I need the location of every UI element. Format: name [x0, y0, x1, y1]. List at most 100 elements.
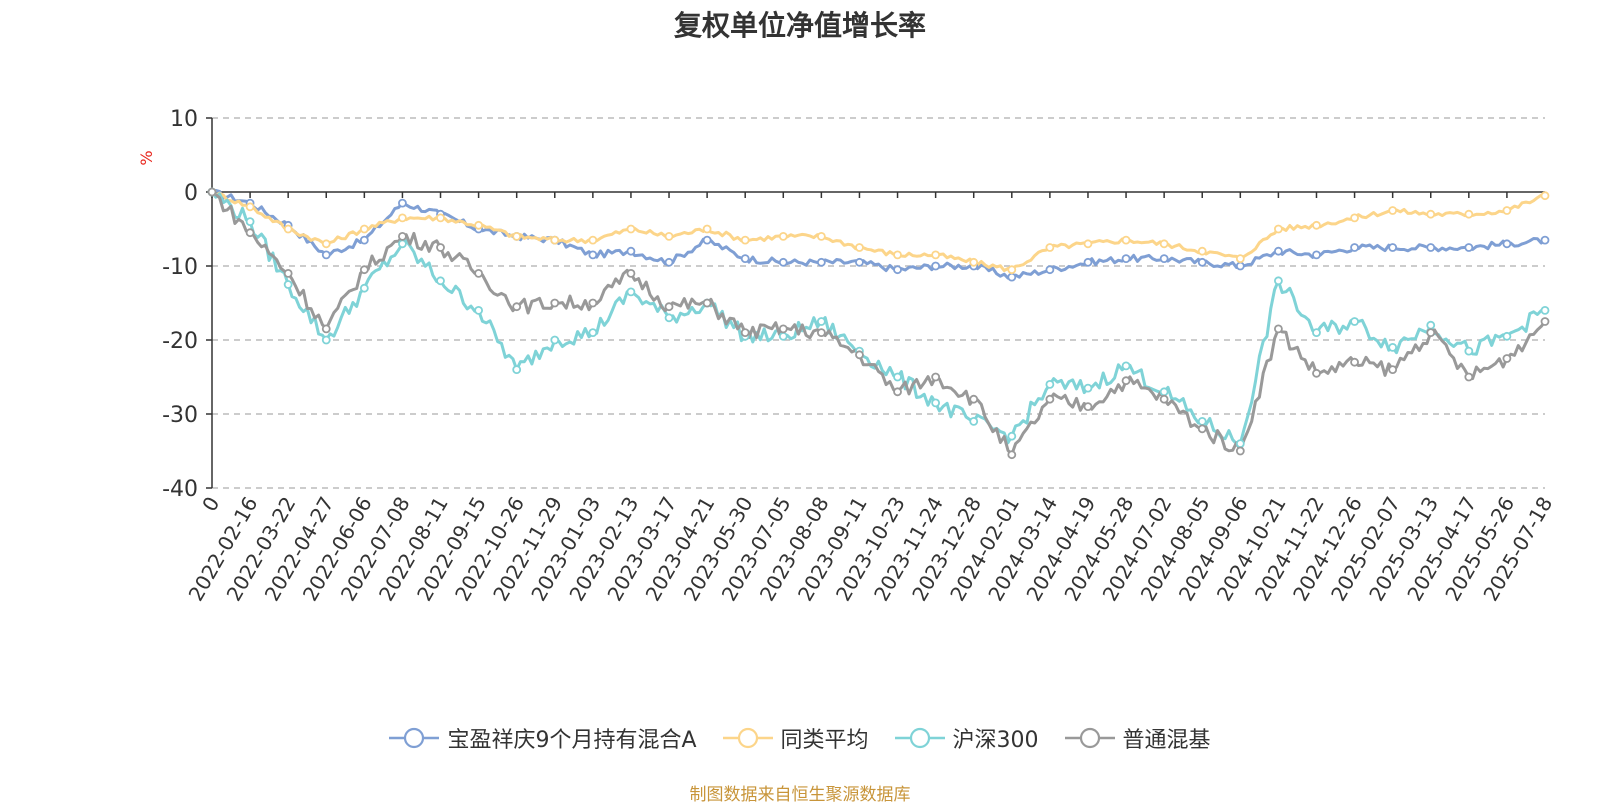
data-point: [588, 235, 598, 245]
data-point: [283, 268, 293, 278]
data-point: [1083, 383, 1093, 393]
data-point: [664, 231, 674, 241]
data-point: [436, 243, 445, 252]
data-point: [931, 398, 941, 408]
data-point: [1540, 317, 1550, 326]
data-point: [474, 305, 484, 315]
data-point: [1197, 246, 1207, 256]
data-point: [245, 217, 255, 227]
y-tick-label: -30: [162, 403, 198, 428]
data-point: [1083, 402, 1093, 412]
data-point: [359, 235, 369, 245]
data-point: [664, 313, 674, 323]
data-point: [1350, 243, 1359, 252]
data-point: [1540, 191, 1550, 201]
data-point: [1121, 235, 1131, 245]
data-point: [1540, 235, 1550, 245]
y-tick-label: -40: [162, 477, 198, 502]
data-point: [1007, 272, 1017, 282]
series-line: [211, 190, 1547, 457]
data-point: [398, 213, 407, 223]
data-point: [436, 213, 445, 223]
data-point: [1426, 320, 1436, 330]
data-point: [1502, 206, 1512, 215]
data-point: [1502, 239, 1512, 249]
data-point: [931, 372, 941, 382]
data-point: [778, 324, 788, 334]
series-line: [210, 191, 1546, 446]
data-point: [321, 239, 331, 249]
data-point: [1502, 331, 1512, 341]
data-point: [816, 231, 826, 241]
data-point: [1159, 387, 1169, 397]
data-point: [588, 298, 598, 308]
data-point: [1007, 265, 1017, 275]
data-point: [436, 276, 445, 286]
data-point: [1007, 450, 1017, 460]
data-point: [1045, 265, 1055, 275]
data-point: [1350, 213, 1359, 223]
data-point: [550, 335, 560, 345]
legend-item[interactable]: 普通混基: [1064, 722, 1211, 754]
data-point: [359, 224, 369, 234]
data-point: [969, 416, 979, 426]
series-markers: [207, 187, 1550, 460]
data-point: [931, 250, 941, 260]
data-point: [398, 198, 407, 208]
legend-item[interactable]: 宝盈祥庆9个月持有混合A: [389, 722, 697, 754]
data-point: [1502, 354, 1512, 363]
data-point: [1388, 206, 1398, 215]
data-point: [1426, 209, 1436, 219]
data-point: [778, 231, 788, 241]
data-point: [816, 257, 826, 267]
data-point: [1464, 372, 1474, 382]
data-point: [512, 231, 522, 241]
y-tick-label: 0: [184, 181, 198, 206]
data-point: [893, 250, 902, 260]
data-point: [855, 243, 864, 252]
data-point: [702, 224, 712, 234]
data-point: [702, 235, 712, 245]
data-point: [1235, 446, 1245, 456]
x-tick-label: 0: [197, 493, 224, 516]
legend-item[interactable]: 沪深300: [894, 722, 1039, 754]
legend-item[interactable]: 同类平均: [722, 722, 869, 754]
data-point: [1312, 220, 1321, 230]
data-point: [1350, 317, 1359, 326]
data-point: [1007, 431, 1017, 441]
data-point: [474, 220, 484, 230]
data-point: [702, 298, 712, 308]
data-point: [740, 254, 750, 264]
data-point: [1274, 224, 1283, 234]
legend-marker-icon: [389, 727, 440, 749]
data-point: [245, 202, 255, 212]
data-point: [321, 250, 331, 260]
data-point: [1197, 257, 1207, 267]
y-axis-unit-label: %: [137, 150, 156, 165]
data-point: [893, 265, 902, 275]
data-point: [1083, 257, 1093, 267]
data-point: [969, 394, 979, 404]
legend-label: 普通混基: [1122, 728, 1211, 753]
data-point: [1159, 394, 1169, 404]
data-point: [1121, 361, 1131, 371]
data-point: [855, 257, 864, 267]
data-point: [1350, 357, 1359, 367]
data-point: [1540, 305, 1550, 315]
data-point: [207, 187, 217, 197]
y-tick-label: 10: [170, 107, 198, 132]
y-tick-label: -10: [162, 255, 198, 280]
data-point: [626, 268, 636, 278]
data-point: [816, 328, 826, 338]
data-point: [1388, 243, 1398, 252]
line-chart: 100-10-20-30-4002022-02-162022-03-222022…: [137, 107, 1557, 605]
data-point: [550, 298, 560, 308]
data-source-note: 制图数据来自恒生聚源数据库: [689, 785, 911, 805]
data-point: [1159, 239, 1169, 249]
data-point: [321, 335, 331, 345]
data-point: [1045, 394, 1055, 404]
data-point: [893, 372, 902, 382]
data-point: [664, 257, 674, 267]
chart-title: 复权单位净值增长率: [673, 9, 926, 42]
data-point: [550, 235, 560, 245]
